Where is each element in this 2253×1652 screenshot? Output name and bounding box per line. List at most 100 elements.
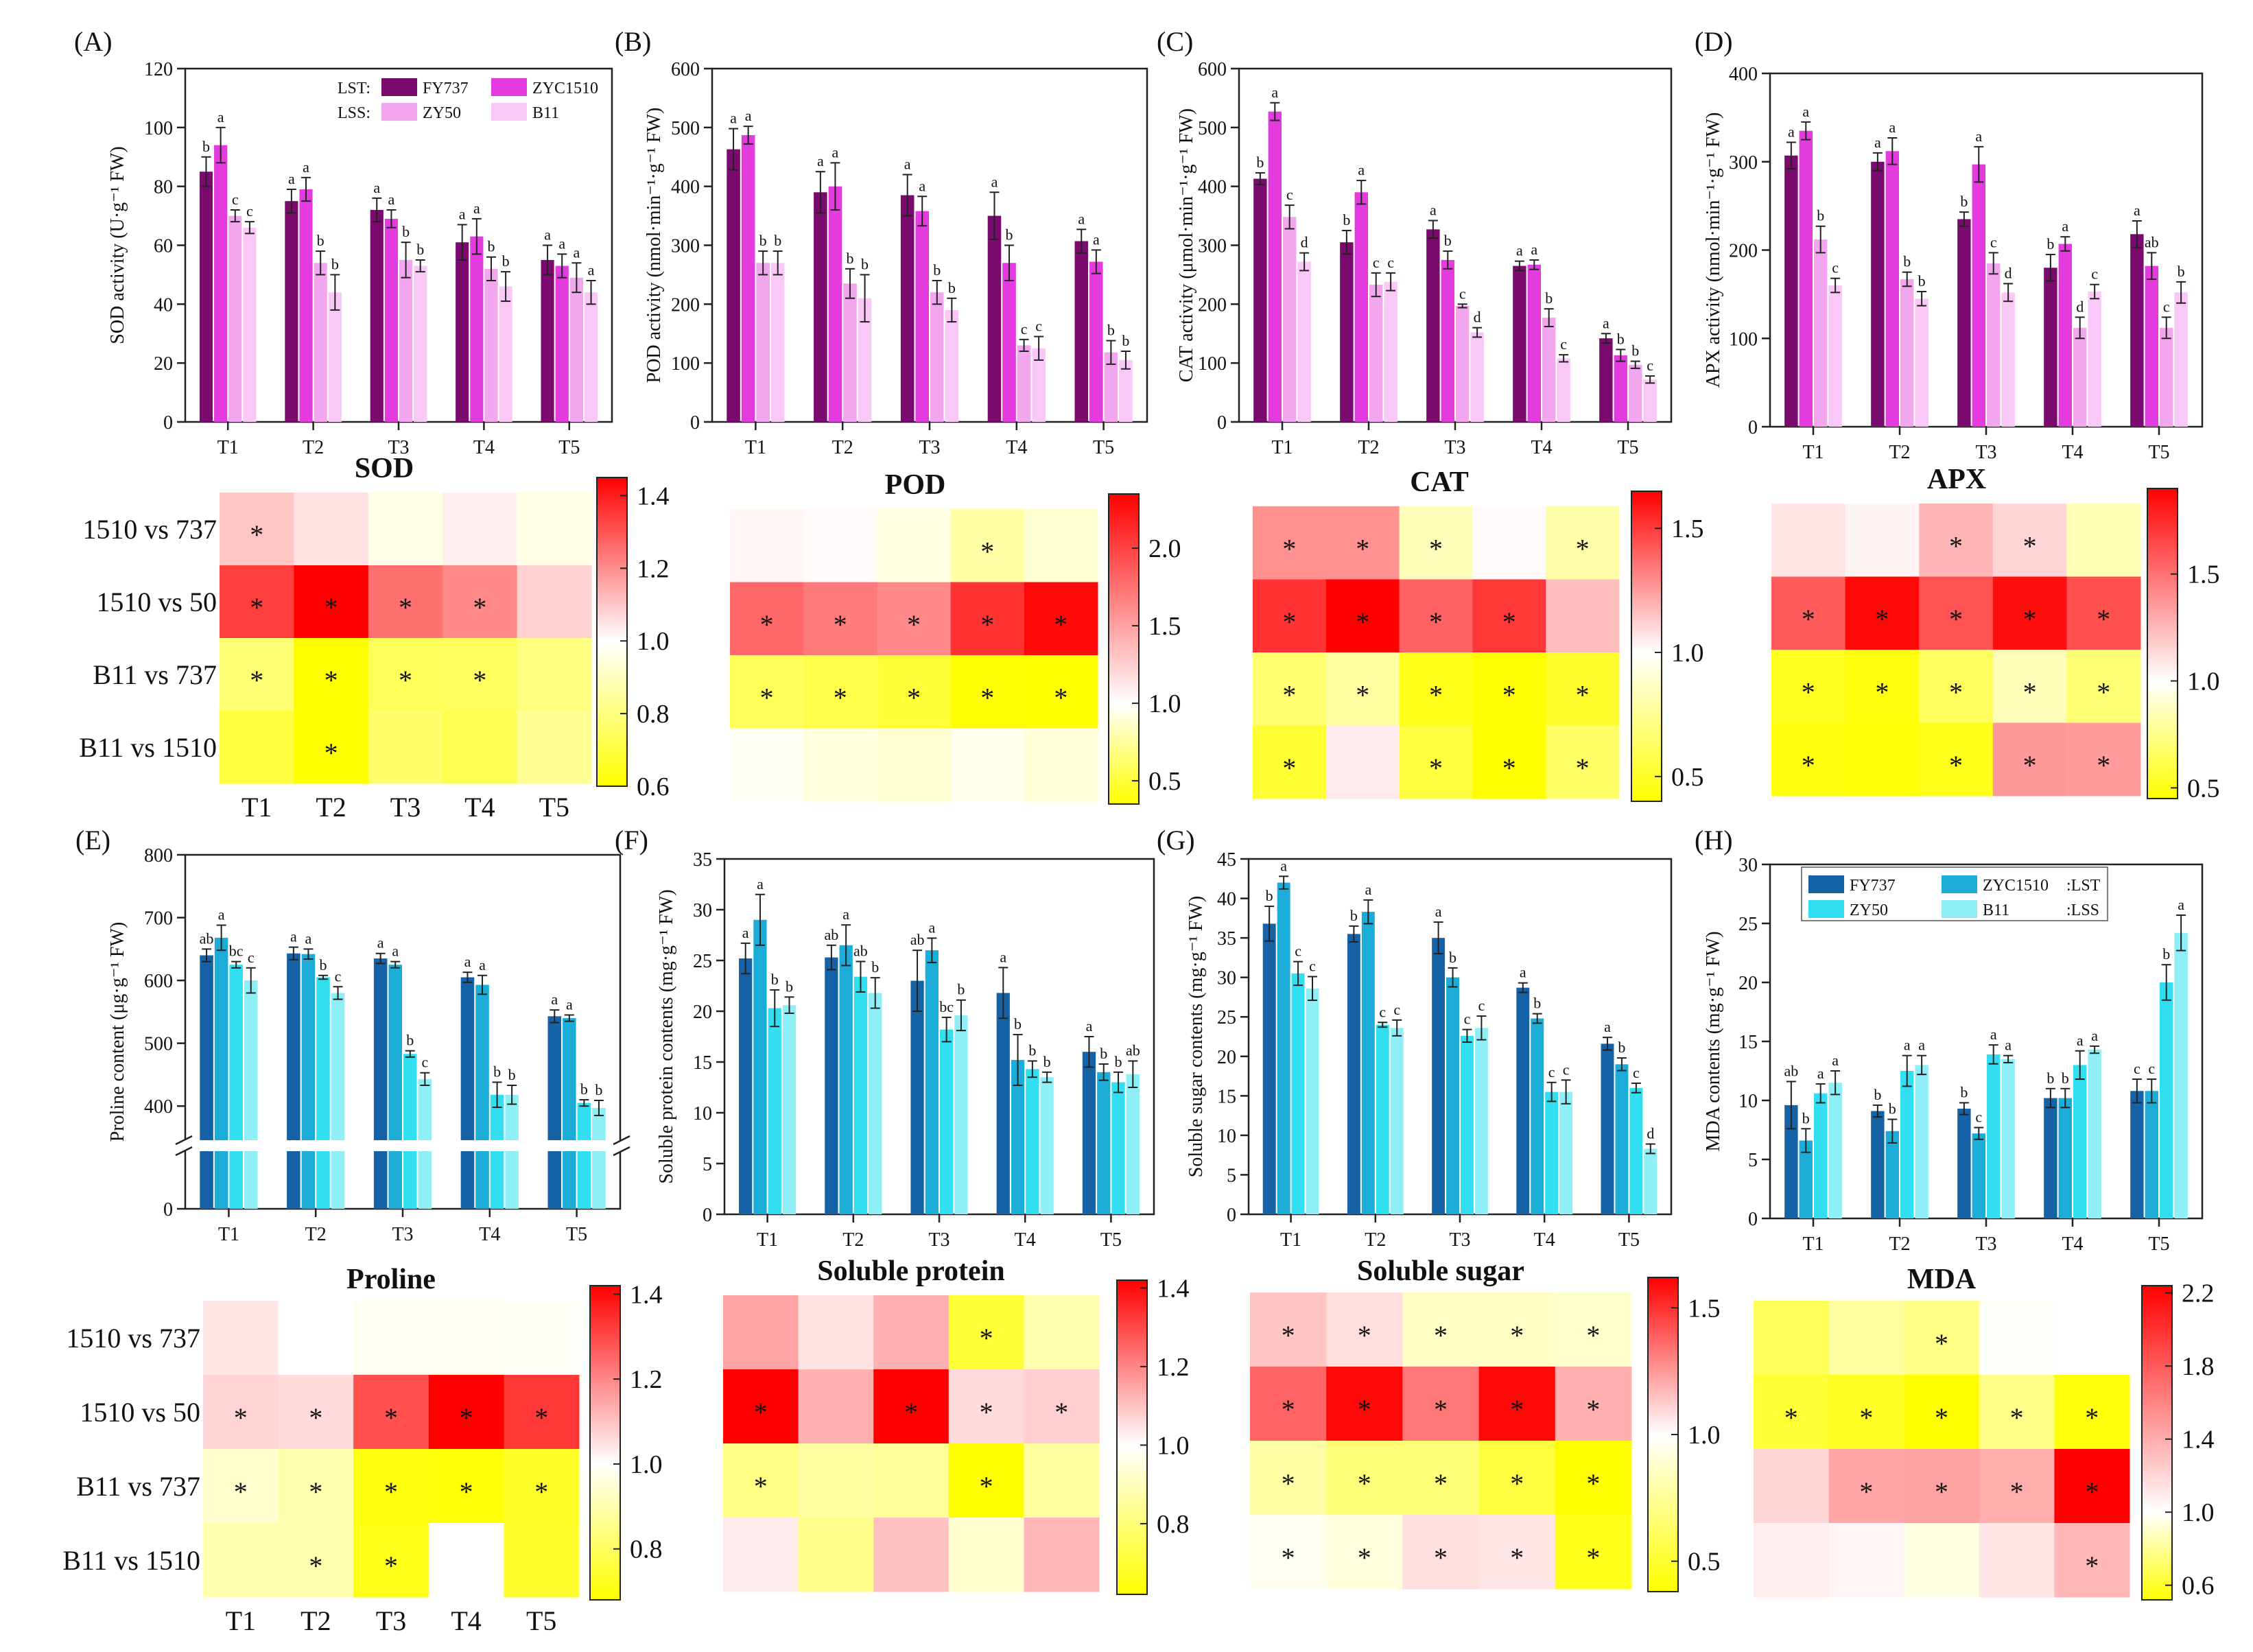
heatmap-title: POD xyxy=(885,469,946,501)
heatmap-cell xyxy=(278,1449,354,1524)
significance-letter: a xyxy=(392,943,399,960)
significance-star: * xyxy=(460,1402,473,1433)
heatmap-cell xyxy=(443,638,518,711)
bar xyxy=(1446,977,1459,1214)
heatmap-cell xyxy=(1771,504,1846,577)
significance-letter: b xyxy=(2046,235,2054,252)
heatmap-cell xyxy=(877,582,952,656)
colorbar xyxy=(2147,488,2178,799)
x-tick-label: T5 xyxy=(2148,442,2169,463)
significance-star: * xyxy=(1586,1542,1600,1573)
x-tick-label: T5 xyxy=(1100,1229,1122,1251)
bar xyxy=(414,266,427,422)
bar xyxy=(370,210,384,422)
bar xyxy=(373,958,388,1209)
bar xyxy=(940,1029,954,1214)
significance-letter: b xyxy=(948,279,956,296)
x-tick-label: T4 xyxy=(2062,442,2083,463)
colorbar-tick-label: 1.0 xyxy=(637,627,670,656)
y-tick-label: 45 xyxy=(1217,849,1236,871)
bar xyxy=(1516,987,1530,1214)
significance-letter: ab xyxy=(200,930,214,947)
y-axis-label: Proline content (μg·g⁻¹ FW) xyxy=(107,922,128,1142)
legend-swatch xyxy=(381,103,417,121)
significance-letter: c xyxy=(2163,298,2170,315)
significance-letter: a xyxy=(928,919,935,936)
heatmap-cell xyxy=(950,582,1025,656)
significance-letter: b xyxy=(1115,1053,1122,1070)
significance-star: * xyxy=(760,609,774,640)
heatmap-cell xyxy=(1904,1523,1980,1598)
bar xyxy=(843,283,857,422)
significance-letter: b xyxy=(1350,907,1358,924)
heatmap-cell xyxy=(1024,582,1098,656)
heatmap-cell xyxy=(1919,504,1994,577)
bar xyxy=(1599,338,1613,422)
colorbar-tick-label: 0.6 xyxy=(2182,1572,2215,1601)
significance-star: * xyxy=(1282,606,1296,637)
bar xyxy=(547,1016,562,1209)
significance-letter: c xyxy=(1464,1011,1471,1028)
bar xyxy=(1987,1054,2001,1218)
bar xyxy=(987,215,1002,422)
heatmap-col-label: T1 xyxy=(226,1605,256,1636)
bar xyxy=(1104,352,1118,422)
significance-letter: b xyxy=(1903,253,1911,270)
heatmap-cell xyxy=(1754,1523,1830,1598)
significance-letter: bc xyxy=(939,998,954,1015)
heatmap-cell xyxy=(873,1369,949,1444)
bar xyxy=(1885,151,1899,427)
heatmap-row-label: B11 vs 1510 xyxy=(79,732,217,763)
heatmap-cell xyxy=(1919,722,1994,796)
heatmap-cell xyxy=(368,565,443,639)
heatmap-cell xyxy=(1546,652,1620,726)
bar xyxy=(739,958,753,1214)
significance-star: * xyxy=(325,592,338,623)
y-tick-label: 600 xyxy=(1198,59,1227,80)
colorbar-tick-label: 0.5 xyxy=(1688,1548,1721,1577)
significance-star: * xyxy=(1859,1476,1873,1507)
bar xyxy=(328,292,342,422)
heatmap-cell xyxy=(294,565,369,639)
bar xyxy=(2058,244,2072,427)
bar xyxy=(228,215,242,422)
y-tick-label: 0 xyxy=(1748,417,1758,438)
bar xyxy=(954,1015,968,1214)
significance-star: * xyxy=(1434,1394,1448,1425)
significance-letter: a xyxy=(544,226,551,244)
bar xyxy=(1474,1028,1488,1214)
legend-label: B11 xyxy=(532,104,559,122)
bar xyxy=(1456,305,1470,422)
y-tick-label: 5 xyxy=(703,1154,712,1175)
bar xyxy=(910,980,924,1214)
significance-letter: b xyxy=(1631,342,1639,359)
bar xyxy=(770,263,785,422)
significance-letter: c xyxy=(1286,186,1293,203)
significance-letter: a xyxy=(1435,903,1442,920)
bar xyxy=(1277,882,1290,1214)
significance-letter: a xyxy=(1516,242,1523,259)
significance-letter: ab xyxy=(853,942,868,959)
y-tick-label: 10 xyxy=(1217,1126,1236,1147)
significance-letter: b xyxy=(331,255,339,272)
significance-star: * xyxy=(1356,679,1369,710)
bar xyxy=(945,309,959,422)
significance-letter: c xyxy=(2091,266,2098,283)
significance-star: * xyxy=(250,592,263,623)
heatmap-cell xyxy=(504,1301,580,1376)
colorbar xyxy=(1116,1279,1148,1595)
significance-star: * xyxy=(1358,1542,1371,1573)
significance-letter: c xyxy=(421,1054,428,1071)
significance-star: * xyxy=(907,609,921,640)
heatmap-cell xyxy=(443,565,518,639)
heatmap-cell xyxy=(353,1375,429,1450)
heatmap-Proline: Proline * * * * * * * * * * * * 1510 vs 737 1510 vs 50… xyxy=(62,1264,662,1636)
significance-letter: a xyxy=(1604,1018,1611,1035)
heatmap-row-label: B11 vs 1510 xyxy=(62,1545,200,1576)
x-tick-label: T3 xyxy=(1444,437,1465,458)
significance-star: * xyxy=(1935,1476,1948,1507)
significance-star: * xyxy=(834,682,847,713)
significance-letter: a xyxy=(1086,1017,1093,1035)
bar xyxy=(1643,379,1657,422)
